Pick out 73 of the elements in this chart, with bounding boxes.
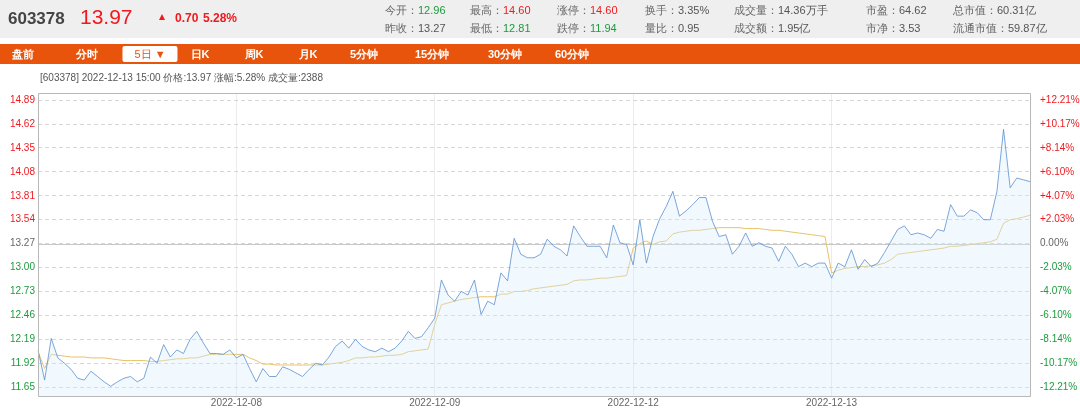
text: 13.27 — [418, 22, 446, 34]
text: 13.97 — [80, 5, 133, 29]
text: 昨收： — [385, 22, 418, 34]
y2-tick-label: +4.07% — [1040, 189, 1075, 201]
text: 跌停： — [557, 22, 590, 34]
text: 成交量： — [734, 4, 778, 16]
y-tick-label: 14.08 — [9, 165, 36, 177]
text: 分时 — [76, 47, 98, 62]
y2-tick-label: -8.14% — [1040, 333, 1072, 345]
y2-tick-label: +12.21% — [1040, 93, 1080, 105]
text: 30分钟 — [487, 47, 523, 62]
y-tick-label: 11.65 — [10, 380, 36, 392]
text: 月K — [298, 47, 318, 62]
y2-tick-label: -4.07% — [1040, 285, 1072, 297]
y-tick-label: 13.54 — [9, 213, 36, 225]
y2-tick-label: +10.17% — [1040, 117, 1080, 129]
text: 59.87亿 — [1008, 22, 1047, 34]
y2-tick-label: -2.03% — [1040, 261, 1072, 273]
x-tick-label: 2022-12-09 — [409, 396, 461, 408]
text: 603378 — [8, 9, 65, 29]
text: 市净： — [866, 22, 899, 34]
text: 1.95亿 — [778, 22, 811, 34]
text: 盘前 — [12, 47, 34, 62]
text: 5日 ▼ — [122, 46, 178, 62]
text: 60分钟 — [554, 47, 590, 62]
text: 3.35% — [678, 4, 710, 16]
y-tick-label: 12.19 — [9, 333, 36, 345]
y-tick-label: 12.73 — [9, 285, 36, 297]
text: 最高： — [470, 4, 503, 16]
text: 3.53 — [899, 22, 921, 34]
text: 市盈： — [866, 4, 899, 16]
text: 今开： — [385, 4, 418, 16]
text: 5分钟 — [349, 47, 379, 62]
text: 0.70 — [175, 11, 199, 25]
text: 量比： — [645, 22, 678, 34]
text: 15分钟 — [414, 47, 450, 62]
text: 12.81 — [503, 22, 531, 34]
text: 14.36万手 — [778, 4, 828, 16]
text: 60.31亿 — [997, 4, 1036, 16]
x-tick-label: 2022-12-08 — [210, 396, 263, 408]
y-tick-label: 14.62 — [9, 117, 36, 129]
y2-tick-label: +6.10% — [1040, 165, 1075, 177]
text: 周K — [244, 47, 264, 62]
text: 最低： — [470, 22, 503, 34]
text: 换手： — [645, 4, 678, 16]
text: 14.60 — [590, 4, 618, 16]
text: 成交额： — [734, 22, 778, 34]
text: 14.60 — [503, 4, 531, 16]
y2-tick-label: -10.17% — [1040, 356, 1078, 368]
y-tick-label: 11.92 — [10, 356, 36, 368]
y2-tick-label: +8.14% — [1040, 141, 1075, 153]
y-tick-label: 13.81 — [9, 189, 36, 201]
y-tick-label: 13.00 — [9, 261, 36, 273]
chart-title: [603378] 2022-12-13 15:00 价格:13.97 涨幅:5.28% 成交量:2388 — [40, 71, 323, 85]
x-tick-label: 2022-12-12 — [607, 396, 660, 408]
text: 流通市值： — [953, 22, 1008, 34]
y2-tick-label: +2.03% — [1040, 213, 1075, 225]
x-tick-label: 2022-12-13 — [806, 396, 858, 408]
text: 总市值： — [953, 4, 997, 16]
text: 11.94 — [590, 22, 617, 34]
y2-tick-label: 0.00% — [1040, 237, 1069, 249]
text: 64.62 — [899, 4, 927, 16]
text: 0.95 — [678, 22, 700, 34]
text: 涨停： — [557, 4, 590, 16]
y2-tick-label: -6.10% — [1040, 309, 1072, 321]
y-tick-label: 14.89 — [9, 93, 36, 105]
y-tick-label: 12.46 — [9, 309, 36, 321]
y2-tick-label: -12.21% — [1040, 380, 1078, 392]
text: 5.28% — [203, 11, 238, 25]
text: 12.96 — [418, 4, 446, 16]
text: 日K — [190, 47, 210, 62]
y-tick-label: 14.35 — [9, 141, 36, 153]
y-tick-label: 13.27 — [9, 237, 36, 249]
